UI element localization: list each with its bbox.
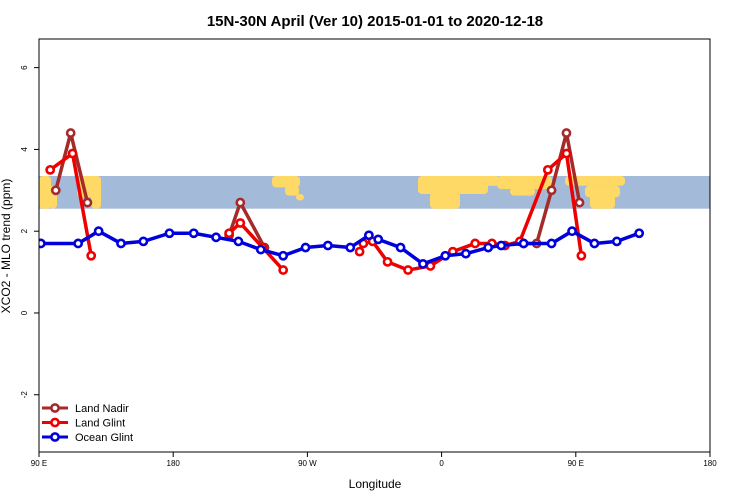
ocean-glint-point [138, 236, 149, 247]
x-tick-label: 0 [439, 459, 444, 468]
land-mass [497, 175, 552, 190]
land-mass [296, 193, 304, 201]
ocean-glint-point [395, 242, 406, 253]
land-glint-point [235, 218, 246, 228]
ocean-glint-point [73, 238, 84, 249]
legend-item-land-nadir: Land Nadir [42, 403, 129, 415]
land-mass [510, 187, 535, 196]
ocean-glint-point [211, 232, 221, 243]
y-tick-label: 6 [20, 65, 29, 70]
x-tick-label: 180 [703, 459, 717, 468]
legend-swatch-marker [50, 432, 60, 442]
legend-label: Land Glint [75, 418, 125, 430]
world-map-band [39, 175, 710, 209]
ocean-glint-point [364, 230, 374, 241]
land-glint-point [576, 250, 587, 261]
land-mass [565, 175, 625, 186]
ocean-glint-point [278, 250, 289, 261]
ocean-glint-point [300, 242, 311, 253]
land-mass [590, 193, 615, 209]
series-ocean-glint [39, 226, 645, 269]
land-glint-point [561, 148, 572, 159]
land-glint-point [86, 250, 97, 261]
ocean-glint-point [233, 236, 244, 247]
ocean-glint-point [634, 228, 645, 239]
x-tick-label: 90 E [568, 459, 584, 468]
y-axis: -2 0 2 4 6 [20, 65, 39, 398]
ocean-glint-point [39, 238, 46, 249]
ocean-glint-point [440, 250, 451, 261]
land-mass [39, 175, 51, 209]
ocean-glint-point [546, 238, 557, 249]
ocean-glint-point [93, 226, 104, 237]
ocean-glint-point [116, 238, 126, 249]
land-mass [285, 185, 299, 196]
land-nadir-point [65, 128, 76, 138]
land-mass [272, 175, 300, 188]
x-tick-label: 90 W [298, 459, 317, 468]
ocean-glint-point [483, 242, 494, 253]
y-tick-label: 2 [20, 228, 29, 233]
land-nadir-point [235, 197, 246, 208]
land-nadir-point [561, 128, 572, 138]
legend-swatch-marker [50, 417, 60, 428]
ocean-glint-point [567, 226, 577, 237]
land-mass [430, 192, 460, 209]
ocean-glint-point [323, 240, 333, 251]
land-glint-point [354, 246, 365, 257]
series-land-glint [45, 148, 587, 275]
ocean-glint-point [418, 259, 428, 269]
map-land [39, 175, 625, 209]
ocean-glint-point [188, 228, 199, 239]
land-glint-point [67, 148, 78, 159]
legend: Land Nadir Land Glint Ocean Glint [42, 403, 133, 444]
land-glint-point [470, 238, 481, 249]
ocean-glint-point [460, 248, 471, 259]
ocean-glint-point [373, 234, 384, 245]
x-tick-label: 90 E [31, 459, 47, 468]
land-nadir-point [82, 197, 93, 208]
ocean-glint-point [611, 236, 622, 247]
plot-frame [38, 38, 711, 453]
ocean-glint-point [518, 238, 529, 249]
land-glint-point [45, 164, 56, 175]
x-tick-label: 180 [167, 459, 181, 468]
land-glint-point [224, 228, 235, 239]
legend-label: Ocean Glint [75, 432, 133, 444]
land-glint-point [542, 164, 553, 175]
legend-item-ocean-glint: Ocean Glint [42, 432, 133, 444]
land-glint-point [382, 256, 393, 267]
land-mass [470, 175, 500, 186]
y-axis-label: XCO2 - MLO trend (ppm) [0, 179, 13, 314]
y-tick-label: -2 [20, 391, 29, 399]
y-tick-label: 0 [20, 310, 29, 315]
land-glint-point [403, 265, 413, 275]
x-axis: 90 E 180 90 W 0 90 E 180 [31, 452, 717, 468]
ocean-glint-point [589, 238, 600, 249]
ocean-glint-point [496, 240, 507, 251]
y-tick-label: 4 [20, 147, 29, 152]
land-glint-line [227, 221, 285, 272]
ocean-glint-point [345, 242, 356, 253]
land-nadir-point [546, 185, 557, 196]
land-nadir-point [574, 197, 585, 208]
ocean-glint-point [255, 244, 266, 255]
ocean-glint-point [164, 228, 175, 239]
land-glint-point [278, 265, 289, 275]
chart-title: 15N-30N April (Ver 10) 2015-01-01 to 202… [207, 13, 543, 30]
legend-item-land-glint: Land Glint [42, 418, 125, 430]
x-axis-label: Longitude [349, 477, 402, 491]
legend-swatch-marker [50, 403, 60, 413]
legend-label: Land Nadir [75, 403, 129, 415]
land-nadir-point [50, 185, 61, 196]
land-mass [91, 175, 101, 209]
